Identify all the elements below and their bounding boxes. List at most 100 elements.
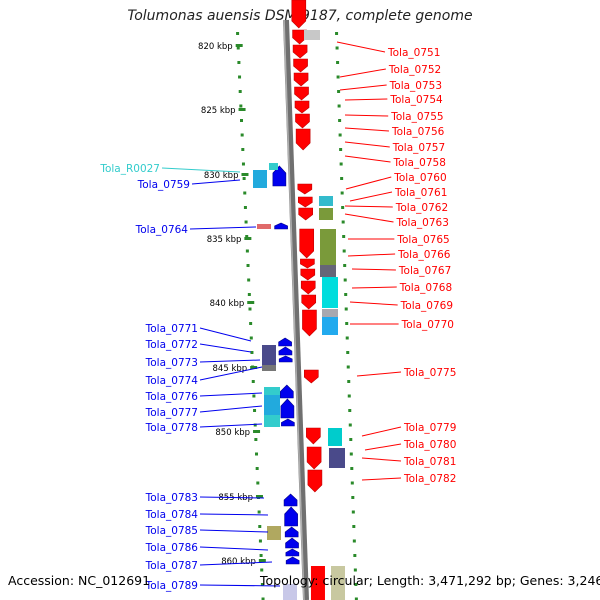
gene-leader-line <box>339 68 386 78</box>
gene-label-tola_0786: Tola_0786 <box>145 542 199 554</box>
forward-gene-arrow <box>293 58 308 73</box>
tick-dot-right <box>340 177 344 180</box>
forward-gene-arrow <box>297 196 313 208</box>
gene-leader-line <box>349 301 398 306</box>
gene-leader-line <box>361 426 402 437</box>
tick-dot-right <box>338 133 342 137</box>
accession-text: Accession: NC_012691 <box>8 573 151 588</box>
tick-dot-left <box>238 90 242 93</box>
reverse-gene-arrow <box>284 526 299 538</box>
forward-gene-arrow <box>299 228 315 259</box>
gene-label-tola_0784: Tola_0784 <box>145 509 199 521</box>
tick-dot-left <box>243 191 247 195</box>
cog-category-box <box>320 265 336 277</box>
forward-gene-arrow <box>295 113 310 129</box>
scale-label: 840 kbp <box>210 299 245 309</box>
cog-category-box <box>264 395 280 415</box>
cog-category-box <box>322 277 338 308</box>
tick-dot-left <box>236 32 240 35</box>
cog-category-box <box>304 30 320 40</box>
gene-leader-line <box>199 423 263 428</box>
gene-label-tola_0762: Tola_0762 <box>395 202 448 214</box>
tick-dot-left <box>247 293 251 296</box>
reverse-gene-arrow <box>278 346 293 356</box>
gene-label-tola_0770: Tola_0770 <box>401 319 454 331</box>
gene-leader-line <box>189 226 257 230</box>
tick-dot-left <box>258 525 262 528</box>
tick-dot-left <box>244 220 248 224</box>
tick-dot-right <box>338 119 342 122</box>
cog-category-box <box>269 163 278 170</box>
tick-dot-right <box>353 554 357 557</box>
gene-label-tola_0765: Tola_0765 <box>396 234 449 246</box>
tick-dot-right <box>346 365 350 369</box>
tick-dot-left <box>258 539 262 543</box>
scale-major-tick <box>241 173 249 176</box>
forward-gene-arrow <box>300 268 316 281</box>
forward-gene-arrow <box>298 207 313 221</box>
gene-label-tola_0785: Tola_0785 <box>145 525 198 537</box>
tick-dot-left <box>257 510 261 514</box>
gene-label-tola_0752: Tola_0752 <box>388 64 441 76</box>
gene-label-tola_0753: Tola_0753 <box>389 80 442 92</box>
forward-gene-arrow <box>307 469 323 493</box>
reverse-gene-arrow <box>272 165 287 187</box>
gene-leader-line <box>344 141 390 148</box>
tick-dot-right <box>352 525 356 528</box>
cog-category-box <box>328 428 342 446</box>
forward-gene-arrow <box>306 446 322 470</box>
tick-dot-left <box>256 481 260 485</box>
tick-dot-right <box>350 467 354 470</box>
cog-category-box <box>267 526 281 540</box>
scale-major-tick <box>244 237 252 240</box>
gene-label-tola_r0027: Tola_R0027 <box>99 163 160 175</box>
gene-label-tola_0760: Tola_0760 <box>393 172 446 184</box>
cog-category-box <box>257 224 271 229</box>
gene-label-tola_0774: Tola_0774 <box>145 375 199 387</box>
tick-dot-right <box>351 510 355 514</box>
tick-dot-left <box>240 119 244 122</box>
scale-major-tick <box>238 108 246 111</box>
gene-leader-line <box>199 392 263 397</box>
gene-label-tola_0783: Tola_0783 <box>145 492 198 504</box>
gene-label-tola_0773: Tola_0773 <box>145 357 198 369</box>
gene-label-tola_0781: Tola_0781 <box>403 456 456 468</box>
tick-dot-right <box>337 90 341 93</box>
tick-dot-left <box>246 264 250 267</box>
tick-dot-left <box>260 568 264 572</box>
tick-dot-right <box>346 351 350 354</box>
tick-dot-right <box>353 568 357 572</box>
tick-dot-left <box>247 278 251 282</box>
gene-leader-line <box>344 127 389 132</box>
tick-dot-left <box>250 351 254 354</box>
cog-category-box <box>331 566 345 600</box>
forward-gene-arrow <box>297 183 313 195</box>
scale-label: 860 kbp <box>221 557 256 567</box>
scale-label: 850 kbp <box>215 428 250 438</box>
scale-major-tick <box>253 430 261 433</box>
gene-leader-line <box>199 513 269 516</box>
tick-dot-right <box>339 162 343 166</box>
tick-dot-left <box>248 307 252 311</box>
scale-label: 835 kbp <box>207 235 242 245</box>
gene-label-tola_0758: Tola_0758 <box>393 157 446 169</box>
gene-label-tola_0772: Tola_0772 <box>145 339 198 351</box>
tick-dot-right <box>350 481 354 485</box>
tick-dot-left <box>249 336 253 340</box>
tick-dot-left <box>239 104 243 108</box>
reverse-gene-arrow <box>274 222 288 230</box>
cog-category-box <box>320 229 336 265</box>
tick-dot-left <box>261 597 265 600</box>
genome-backbone-highlight <box>283 19 305 600</box>
gene-leader-line <box>199 561 273 566</box>
reverse-gene-arrow <box>281 418 295 427</box>
gene-leader-line <box>356 371 402 377</box>
gene-label-tola_0754: Tola_0754 <box>389 94 443 106</box>
tick-dot-right <box>351 496 355 499</box>
tick-dot-right <box>342 249 346 253</box>
gene-label-tola_0780: Tola_0780 <box>403 439 456 451</box>
forward-gene-arrow <box>291 0 307 29</box>
tick-dot-left <box>245 235 249 238</box>
tick-dot-left <box>240 133 244 137</box>
